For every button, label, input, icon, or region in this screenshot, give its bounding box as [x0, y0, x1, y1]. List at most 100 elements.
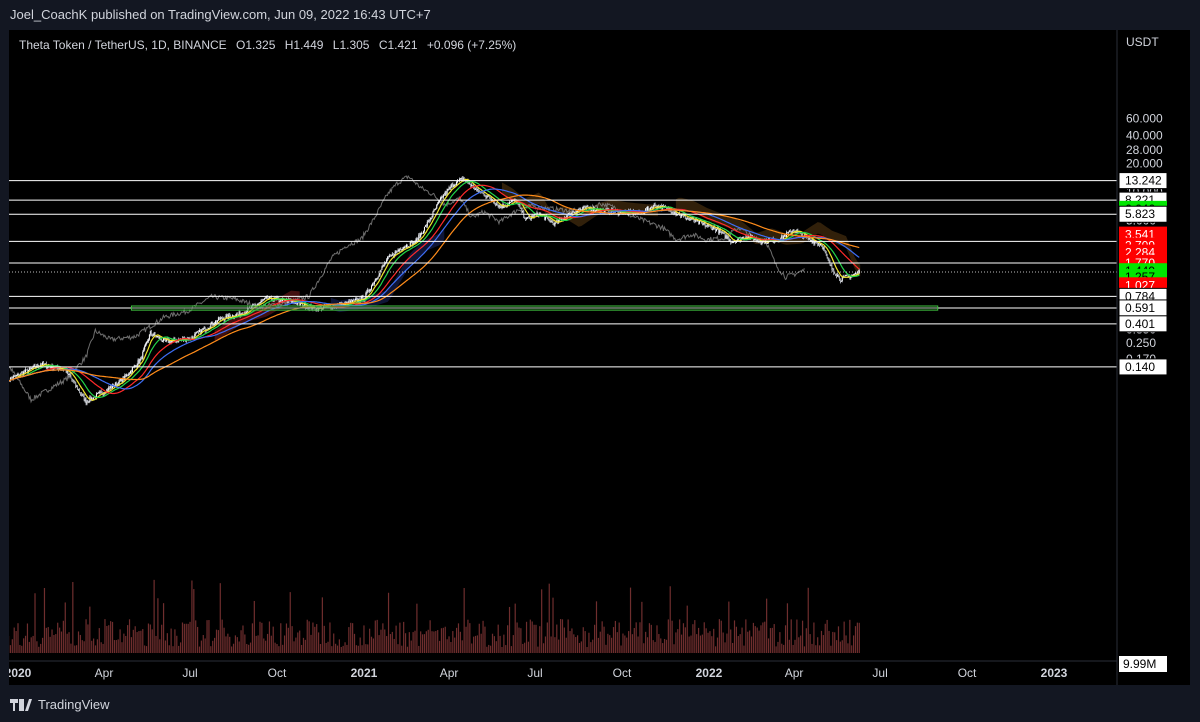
candle	[488, 195, 490, 197]
candle	[705, 225, 707, 227]
volume-bar	[438, 640, 441, 653]
volume-bar	[128, 619, 131, 653]
volume-bar	[569, 631, 571, 653]
volume-bar	[542, 643, 545, 653]
candle	[365, 292, 367, 298]
candle	[551, 220, 553, 222]
volume-bar	[202, 635, 204, 653]
y-tick-label: 0.250	[1126, 336, 1156, 350]
candle	[266, 296, 268, 298]
volume-bar	[416, 603, 418, 653]
volume-bar	[548, 583, 550, 653]
volume-bar	[189, 621, 191, 653]
candle	[134, 365, 136, 367]
candle	[199, 330, 201, 335]
candle	[793, 230, 795, 232]
candle	[267, 296, 269, 300]
candle	[193, 337, 195, 339]
volume-bar	[147, 623, 150, 653]
ma-yellow-line	[9, 178, 860, 401]
candle	[397, 250, 399, 252]
candle	[542, 214, 544, 216]
candle	[121, 379, 123, 384]
candle	[756, 240, 758, 242]
candle	[262, 300, 264, 302]
volume-bar	[155, 635, 157, 653]
volume-bar	[522, 643, 524, 653]
candle	[550, 220, 552, 223]
candle	[520, 207, 522, 209]
volume-bar	[766, 598, 768, 653]
candle	[107, 388, 109, 391]
volume-bar	[777, 641, 779, 653]
volume-bar	[444, 626, 446, 653]
candle	[196, 332, 198, 334]
volume-bar	[834, 632, 836, 653]
candle	[453, 185, 455, 187]
candle	[790, 231, 792, 234]
volume-bar	[321, 597, 323, 653]
volume-bar	[289, 592, 291, 653]
volume-bar	[357, 645, 359, 653]
candle	[37, 364, 39, 367]
candle	[709, 225, 711, 227]
candle	[532, 215, 534, 219]
candle	[817, 242, 819, 245]
volume-bar	[830, 645, 832, 653]
volume-bar	[346, 644, 348, 653]
candle	[355, 298, 357, 300]
candle	[655, 205, 657, 208]
candle	[832, 268, 834, 271]
candle	[390, 255, 392, 257]
volume-bar	[134, 626, 136, 653]
candle	[236, 313, 238, 315]
candle	[576, 211, 578, 214]
volume-bar	[363, 625, 365, 653]
candle	[93, 397, 95, 400]
candle	[22, 372, 24, 376]
volume-bar	[628, 631, 630, 653]
candle	[685, 218, 687, 220]
candle	[238, 311, 240, 315]
brand[interactable]: TradingView	[10, 697, 110, 712]
time-axis: 2020 Apr Jul Oct 2021 Apr Jul Oct 2022 Apr Jul Oct 2…	[9, 660, 1117, 680]
candle	[400, 248, 402, 250]
volume-bar	[665, 639, 668, 653]
volume-bar	[278, 646, 280, 653]
chart-area[interactable]: USDT60.00040.00028.00020.00010.0005.0000…	[9, 30, 1190, 685]
volume-bar	[835, 640, 838, 653]
volume-bar	[329, 622, 331, 653]
price-chart[interactable]: USDT60.00040.00028.00020.00010.0005.0000…	[9, 30, 1190, 685]
candle	[204, 327, 206, 331]
volume-bar	[822, 635, 824, 653]
candle	[619, 211, 621, 215]
candle	[838, 275, 840, 280]
volume-bar	[399, 622, 401, 653]
candle	[748, 236, 750, 238]
candle	[129, 373, 131, 375]
volume-bar	[327, 641, 329, 653]
candle	[808, 238, 810, 240]
volume-bar	[471, 643, 473, 653]
candle	[492, 200, 494, 204]
candle	[752, 238, 754, 241]
candle	[382, 265, 384, 267]
candle	[398, 250, 400, 252]
volume-bar	[839, 641, 841, 653]
volume-bar	[66, 633, 68, 653]
volume-bar	[265, 640, 267, 653]
volume-bar	[707, 632, 709, 653]
candle	[786, 232, 788, 234]
candle	[476, 188, 478, 190]
candle	[259, 302, 261, 304]
candle	[713, 226, 715, 229]
volume-bar	[77, 631, 80, 653]
candle	[708, 224, 710, 226]
candle	[818, 243, 820, 245]
candle	[83, 395, 85, 401]
candle	[529, 218, 531, 220]
volume-bar	[851, 645, 853, 653]
volume-bar	[229, 636, 231, 653]
volume-bar	[60, 631, 63, 653]
volume-bar	[733, 620, 736, 653]
